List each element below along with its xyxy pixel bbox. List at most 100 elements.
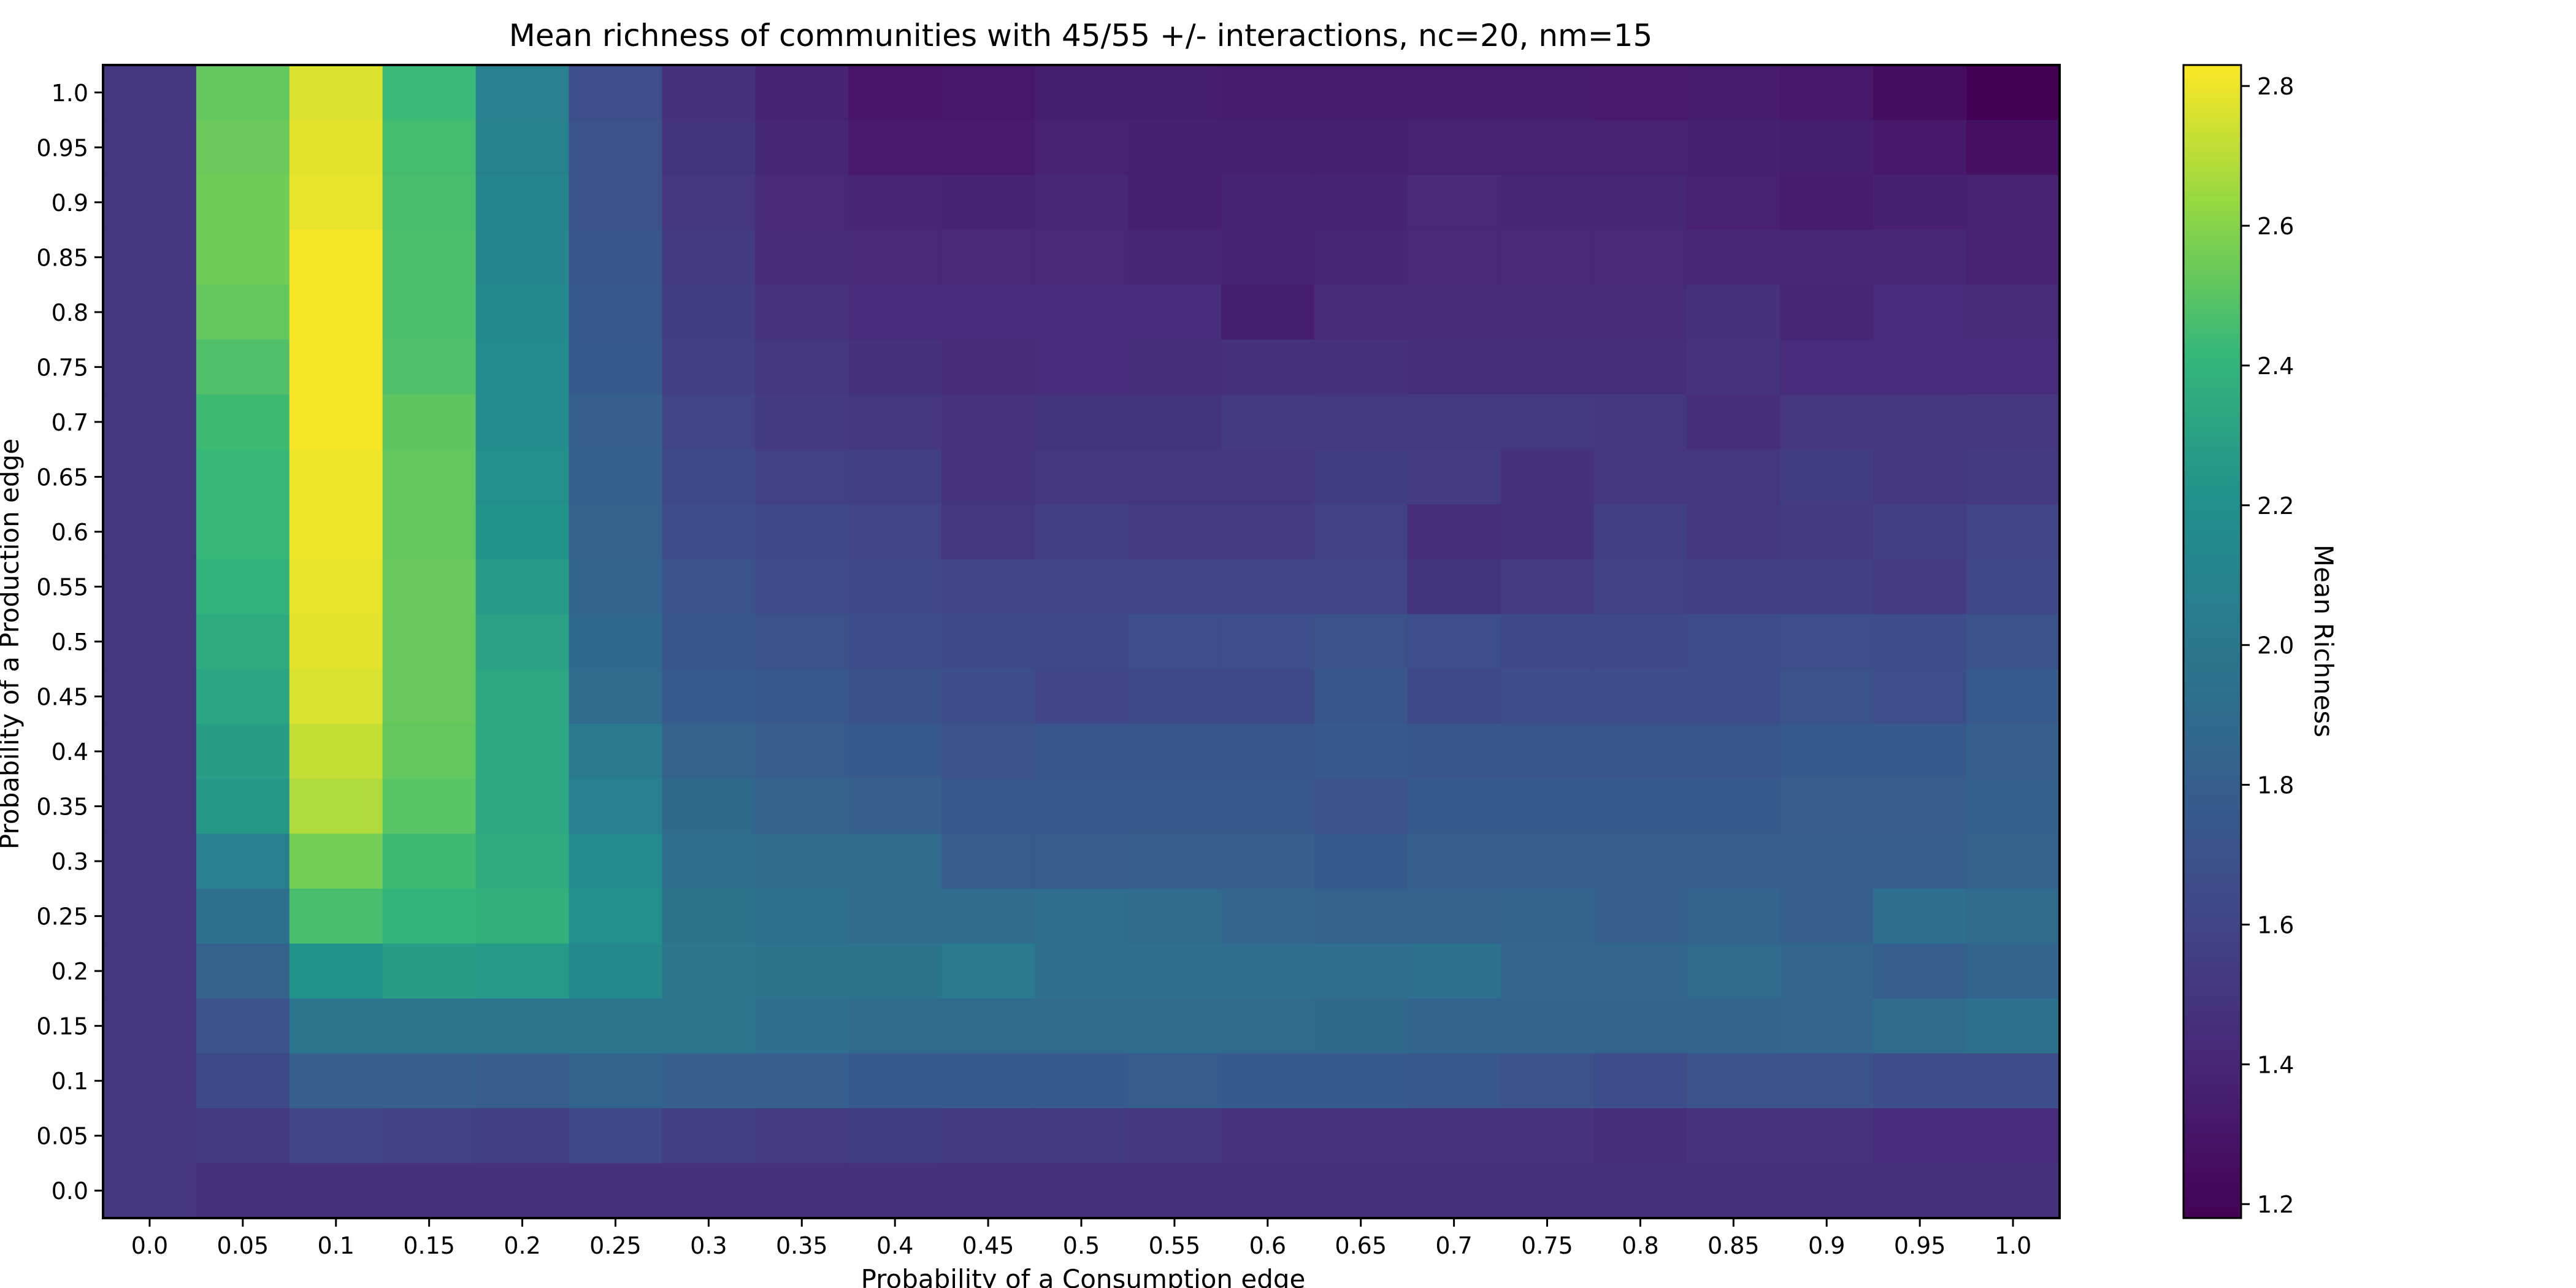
y-tick-label: 0.55 xyxy=(36,573,88,600)
heatmap-cell xyxy=(1407,449,1501,505)
heatmap-cell xyxy=(1687,888,1781,944)
heatmap-cell xyxy=(382,504,477,560)
heatmap-cell xyxy=(1127,120,1222,175)
heatmap-cell xyxy=(569,614,663,670)
heatmap-cell xyxy=(1687,1163,1781,1219)
heatmap-cell xyxy=(1687,724,1781,780)
heatmap-cell xyxy=(1966,285,2060,340)
x-tick-label: 0.8 xyxy=(1622,1232,1658,1259)
heatmap-cell xyxy=(1593,614,1687,670)
heatmap-cell xyxy=(196,943,290,999)
heatmap-cell xyxy=(569,504,663,560)
heatmap-cell xyxy=(662,504,756,560)
colorbar-tick-label: 2.6 xyxy=(2257,213,2294,240)
heatmap-cell xyxy=(1127,834,1222,889)
heatmap-cell xyxy=(1035,449,1129,505)
heatmap-cell xyxy=(475,1163,570,1219)
heatmap-cell xyxy=(382,998,477,1054)
heatmap-cell xyxy=(289,1053,383,1109)
heatmap-cell xyxy=(382,175,477,231)
heatmap-cell xyxy=(1127,449,1222,505)
heatmap-cell xyxy=(1035,1163,1129,1219)
x-tick-label: 0.6 xyxy=(1249,1232,1286,1259)
heatmap-cell xyxy=(196,504,290,560)
heatmap-cell xyxy=(1873,339,1967,395)
heatmap-cell xyxy=(1500,394,1595,450)
heatmap-cell xyxy=(1035,724,1129,780)
heatmap-cell xyxy=(1314,1108,1408,1164)
colorbar-tick-label: 1.6 xyxy=(2257,911,2294,938)
heatmap-cell xyxy=(1873,285,1967,340)
colorbar-tick-label: 2.0 xyxy=(2257,632,2294,659)
heatmap-cell xyxy=(1127,943,1222,999)
heatmap-cell xyxy=(755,504,849,560)
heatmap-cell xyxy=(662,778,756,834)
heatmap-cell xyxy=(1407,175,1501,231)
heatmap-cell xyxy=(569,669,663,724)
heatmap-cell xyxy=(569,998,663,1054)
heatmap-cell xyxy=(1221,834,1315,889)
heatmap-cell xyxy=(289,998,383,1054)
heatmap-cell xyxy=(196,1108,290,1164)
heatmap-cell xyxy=(475,175,570,231)
y-tick-label: 0.9 xyxy=(52,190,88,217)
heatmap-cell xyxy=(1314,1163,1408,1219)
heatmap-cell xyxy=(848,285,942,340)
heatmap-cell xyxy=(1687,65,1781,121)
heatmap-cell xyxy=(1035,120,1129,175)
y-tick-label: 0.0 xyxy=(52,1178,88,1205)
heatmap-cell xyxy=(289,943,383,999)
heatmap-cell xyxy=(569,724,663,780)
heatmap-cell xyxy=(1966,229,2060,285)
heatmap-cell xyxy=(1500,943,1595,999)
heatmap-cell xyxy=(1500,1108,1595,1164)
heatmap-cell xyxy=(848,834,942,889)
heatmap-cell xyxy=(382,614,477,670)
heatmap-cell xyxy=(1873,998,1967,1054)
heatmap-cell xyxy=(1035,504,1129,560)
colorbar-tick-label: 1.4 xyxy=(2257,1051,2294,1078)
heatmap-cell xyxy=(755,449,849,505)
heatmap-cell xyxy=(1500,998,1595,1054)
heatmap-cell xyxy=(382,834,477,889)
heatmap-cell xyxy=(103,120,197,175)
heatmap-cell xyxy=(1127,1163,1222,1219)
heatmap-cell xyxy=(1127,778,1222,834)
heatmap-cell xyxy=(289,449,383,505)
heatmap-cell xyxy=(1780,614,1874,670)
heatmap-cell xyxy=(1221,229,1315,285)
y-tick-label: 0.3 xyxy=(52,848,88,875)
heatmap-cell xyxy=(941,175,1035,231)
x-axis-label: Probability of a Consumption edge xyxy=(861,1264,1306,1288)
heatmap-cell xyxy=(848,888,942,944)
heatmap-cell xyxy=(1407,998,1501,1054)
heatmap-cell xyxy=(1221,285,1315,340)
heatmap-cell xyxy=(755,614,849,670)
heatmap-cell xyxy=(382,394,477,450)
heatmap-cell xyxy=(1500,65,1595,121)
x-tick-label: 0.25 xyxy=(589,1232,642,1259)
heatmap-cell xyxy=(1873,669,1967,724)
heatmap-cell xyxy=(1407,1163,1501,1219)
heatmap-cell xyxy=(382,1163,477,1219)
heatmap-cell xyxy=(475,394,570,450)
heatmap-cell xyxy=(103,559,197,615)
heatmap-cell xyxy=(1035,888,1129,944)
y-tick-label: 1.0 xyxy=(52,80,88,107)
heatmap-cell xyxy=(848,778,942,834)
y-tick-label: 0.1 xyxy=(52,1068,88,1095)
heatmap-cell xyxy=(1780,998,1874,1054)
heatmap-cell xyxy=(848,394,942,450)
heatmap-cell xyxy=(1873,65,1967,121)
heatmap-cell xyxy=(941,669,1035,724)
x-tick-label: 0.35 xyxy=(776,1232,828,1259)
heatmap-cell xyxy=(569,120,663,175)
heatmap-cell xyxy=(1780,724,1874,780)
heatmap-cell xyxy=(848,669,942,724)
heatmap-cell xyxy=(1314,285,1408,340)
heatmap-cell xyxy=(1687,834,1781,889)
heatmap-cell xyxy=(1127,614,1222,670)
heatmap-cell xyxy=(1500,1163,1595,1219)
y-tick-label: 0.2 xyxy=(52,958,88,985)
